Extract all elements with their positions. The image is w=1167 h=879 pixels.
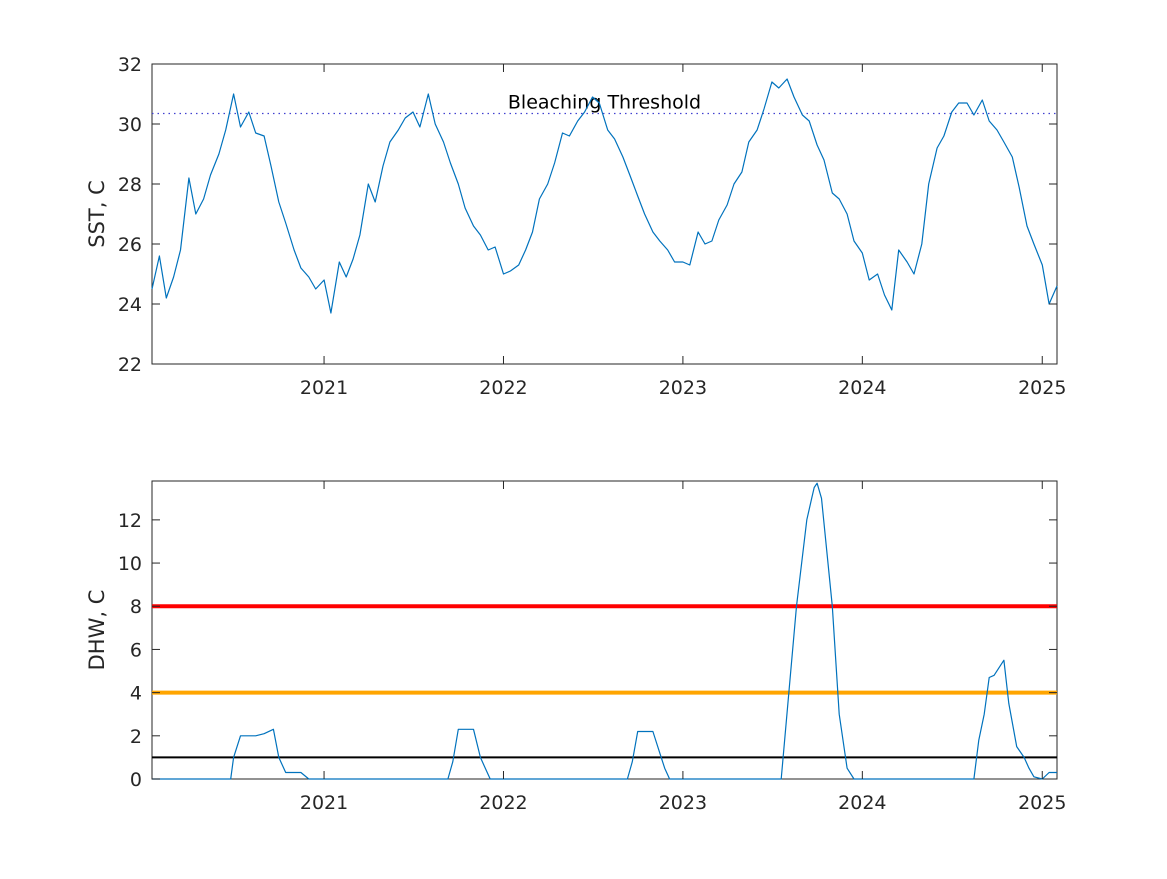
y-tick-label-2: 2 [130,726,142,748]
x-tick-label-2025: 2025 [1018,377,1066,399]
axes-box [151,480,1058,780]
x-tick-label-2024: 2024 [838,792,886,814]
x-tick-label-2024: 2024 [838,377,886,399]
data-series-1 [152,482,1057,780]
y-axis-label: DHW, C [85,590,109,671]
y-tick-label-8: 8 [130,596,142,618]
panel-2: 0 2 4 6 8 10 12 2021 2022 2023 2024 2025 DHW, C [85,480,1066,814]
y-tick-label-4: 4 [130,683,142,705]
x-tick-label-2023: 2023 [659,792,707,814]
y-tick-label-26: 26 [118,234,142,256]
y-tick-label-0: 0 [130,769,142,791]
y-tick-label-30: 30 [118,114,142,136]
y-tick-label-6: 6 [130,639,142,661]
x-tick-label-2023: 2023 [659,377,707,399]
x-tick-label-2021: 2021 [300,377,348,399]
y-tick-label-24: 24 [118,294,142,316]
y-tick-label-22: 22 [118,354,142,376]
x-tick-label-2021: 2021 [300,792,348,814]
threshold-label: Bleaching Threshold [508,92,701,114]
x-tick-label-2022: 2022 [479,377,527,399]
x-tick-label-2022: 2022 [479,792,527,814]
y-tick-label-28: 28 [118,174,142,196]
y-tick-label-12: 12 [118,510,142,532]
y-axis-label: SST, C [85,180,109,248]
panel-1: Bleaching Threshold 22 24 26 28 30 32 2021 2022 2… [85,54,1066,399]
x-tick-label-2025: 2025 [1018,792,1066,814]
y-tick-label-10: 10 [118,553,142,575]
data-series-1 [151,78,1058,314]
y-tick-label-32: 32 [118,54,142,76]
